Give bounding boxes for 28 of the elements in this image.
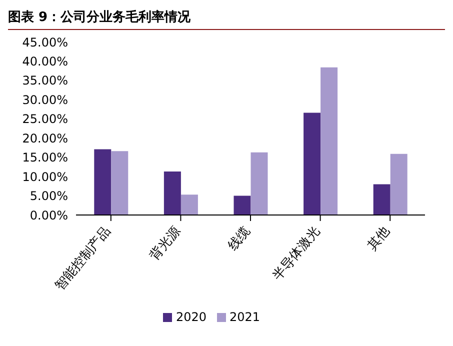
bar xyxy=(234,196,251,215)
chart-title: 图表 9：公司分业务毛利率情况 xyxy=(8,8,445,30)
bar xyxy=(94,149,112,215)
y-tick-label: 40.00% xyxy=(22,54,68,68)
y-tick-label: 20.00% xyxy=(22,131,68,146)
y-tick-label: 45.00% xyxy=(22,35,68,50)
y-tick-label: 25.00% xyxy=(22,112,68,126)
x-tick-label: 半导体激光 xyxy=(270,224,324,284)
x-tick-label: 线缆 xyxy=(225,224,254,254)
y-tick-label: 5.00% xyxy=(30,189,68,204)
legend-label: 2020 xyxy=(176,310,206,324)
y-tick-label: 10.00% xyxy=(22,170,68,184)
bar xyxy=(111,151,128,215)
x-tick-label: 智能控制产品 xyxy=(52,224,114,294)
bar xyxy=(304,112,321,215)
bar xyxy=(390,154,408,215)
y-tick-label: 30.00% xyxy=(22,92,68,107)
y-tick-label: 0.00% xyxy=(30,208,68,222)
bar xyxy=(320,67,338,215)
bar xyxy=(373,184,390,215)
x-tick-label: 其他 xyxy=(364,224,394,254)
x-tick-label: 背光源 xyxy=(147,224,184,264)
legend-label: 2021 xyxy=(230,310,260,324)
y-tick-label: 15.00% xyxy=(22,150,68,165)
bar xyxy=(180,194,198,215)
bar xyxy=(250,152,268,215)
bar xyxy=(164,172,181,215)
y-tick-label: 35.00% xyxy=(22,74,68,88)
